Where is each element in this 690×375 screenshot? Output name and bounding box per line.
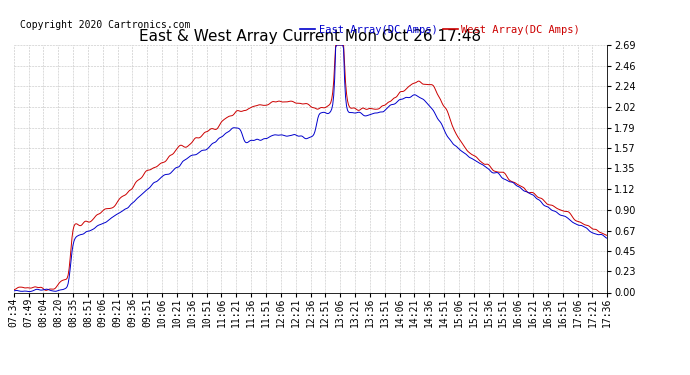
Title: East & West Array Current Mon Oct 26 17:48: East & West Array Current Mon Oct 26 17:… <box>139 29 482 44</box>
Legend: East Array(DC Amps), West Array(DC Amps): East Array(DC Amps), West Array(DC Amps) <box>295 21 584 39</box>
Text: Copyright 2020 Cartronics.com: Copyright 2020 Cartronics.com <box>20 20 190 30</box>
